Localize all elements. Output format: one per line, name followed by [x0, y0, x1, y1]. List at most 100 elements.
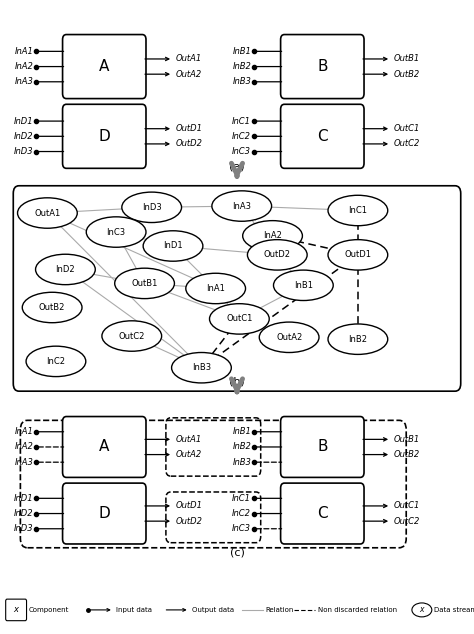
Ellipse shape — [102, 321, 162, 351]
Text: InD2: InD2 — [55, 265, 75, 274]
Text: InB2: InB2 — [348, 335, 367, 344]
Text: InD2: InD2 — [14, 509, 33, 518]
Text: A: A — [99, 59, 109, 74]
Text: B: B — [317, 59, 328, 74]
Text: Component: Component — [29, 607, 69, 613]
FancyBboxPatch shape — [6, 599, 27, 621]
Text: InA1: InA1 — [14, 47, 33, 56]
Text: OutA1: OutA1 — [175, 55, 201, 63]
Text: OutB2: OutB2 — [39, 303, 65, 312]
Text: InD1: InD1 — [14, 117, 33, 126]
Text: OutA2: OutA2 — [175, 70, 201, 79]
Text: OutB1: OutB1 — [131, 279, 158, 288]
Text: D: D — [99, 129, 110, 144]
Text: A: A — [99, 439, 109, 455]
Text: OutC2: OutC2 — [393, 139, 420, 148]
Text: InB1: InB1 — [232, 427, 251, 436]
Ellipse shape — [172, 353, 231, 383]
Text: InA2: InA2 — [263, 231, 282, 240]
Ellipse shape — [115, 268, 174, 299]
Text: D: D — [99, 506, 110, 521]
Text: OutA2: OutA2 — [276, 333, 302, 342]
Text: InC3: InC3 — [232, 524, 251, 533]
Text: InA1: InA1 — [206, 284, 225, 293]
Text: InB1: InB1 — [232, 47, 251, 56]
Text: Data stream: Data stream — [434, 607, 474, 613]
Ellipse shape — [22, 292, 82, 323]
Text: (c): (c) — [229, 548, 245, 558]
Text: InB3: InB3 — [232, 458, 251, 467]
Text: InD3: InD3 — [142, 203, 162, 212]
Text: InA3: InA3 — [232, 202, 251, 210]
Text: InD2: InD2 — [14, 132, 33, 141]
FancyBboxPatch shape — [63, 34, 146, 98]
FancyBboxPatch shape — [63, 105, 146, 169]
Text: InD3: InD3 — [14, 524, 33, 533]
Text: InD3: InD3 — [14, 147, 33, 156]
Text: OutA1: OutA1 — [34, 209, 61, 217]
Ellipse shape — [273, 270, 333, 301]
Text: InB3: InB3 — [232, 77, 251, 86]
Text: InC1: InC1 — [232, 494, 251, 503]
Text: OutD2: OutD2 — [175, 517, 202, 526]
Text: InD1: InD1 — [14, 494, 33, 503]
Text: InA3: InA3 — [14, 77, 33, 86]
Text: OutB2: OutB2 — [393, 70, 419, 79]
Text: (b): (b) — [229, 377, 245, 387]
Text: InB2: InB2 — [232, 62, 251, 71]
Text: OutC1: OutC1 — [393, 501, 420, 510]
Text: C: C — [317, 129, 328, 144]
Text: Non discarded relation: Non discarded relation — [318, 607, 397, 613]
Text: (a): (a) — [229, 161, 245, 171]
Text: InA1: InA1 — [14, 427, 33, 436]
Text: Relation: Relation — [265, 607, 294, 613]
FancyBboxPatch shape — [281, 417, 364, 477]
FancyBboxPatch shape — [281, 105, 364, 169]
Ellipse shape — [36, 254, 95, 285]
Text: Input data: Input data — [116, 607, 152, 613]
Text: InC3: InC3 — [107, 228, 126, 236]
Text: OutC1: OutC1 — [226, 314, 253, 323]
Text: InC1: InC1 — [348, 206, 367, 215]
Ellipse shape — [26, 346, 86, 377]
Text: OutC2: OutC2 — [118, 332, 145, 340]
Ellipse shape — [143, 231, 203, 261]
Text: C: C — [317, 506, 328, 521]
Ellipse shape — [18, 198, 77, 228]
FancyBboxPatch shape — [281, 483, 364, 544]
Text: InC3: InC3 — [232, 147, 251, 156]
Text: OutD1: OutD1 — [175, 124, 202, 133]
Text: OutA1: OutA1 — [175, 435, 201, 444]
Text: InC2: InC2 — [46, 357, 65, 366]
Ellipse shape — [212, 191, 272, 221]
Text: InC2: InC2 — [232, 132, 251, 141]
Ellipse shape — [247, 240, 307, 270]
FancyBboxPatch shape — [63, 483, 146, 544]
Ellipse shape — [412, 603, 432, 617]
Text: OutD2: OutD2 — [264, 250, 291, 259]
Text: OutD2: OutD2 — [175, 139, 202, 148]
Text: OutD1: OutD1 — [175, 501, 202, 510]
Text: OutB2: OutB2 — [393, 450, 419, 459]
Text: InA2: InA2 — [14, 62, 33, 71]
Text: x: x — [419, 605, 424, 614]
Text: InB2: InB2 — [232, 443, 251, 451]
Ellipse shape — [328, 324, 388, 354]
FancyBboxPatch shape — [13, 186, 461, 391]
FancyBboxPatch shape — [63, 417, 146, 477]
FancyBboxPatch shape — [281, 34, 364, 98]
Text: InA2: InA2 — [14, 443, 33, 451]
Text: InD1: InD1 — [163, 242, 183, 250]
Text: Output data: Output data — [192, 607, 234, 613]
Text: InC2: InC2 — [232, 509, 251, 518]
Ellipse shape — [328, 195, 388, 226]
Text: InC1: InC1 — [232, 117, 251, 126]
Text: InB1: InB1 — [294, 281, 313, 290]
Text: B: B — [317, 439, 328, 455]
Text: x: x — [14, 605, 18, 614]
Ellipse shape — [122, 192, 182, 223]
Text: InB3: InB3 — [192, 363, 211, 372]
Text: OutA2: OutA2 — [175, 450, 201, 459]
Ellipse shape — [259, 322, 319, 353]
Ellipse shape — [328, 240, 388, 270]
